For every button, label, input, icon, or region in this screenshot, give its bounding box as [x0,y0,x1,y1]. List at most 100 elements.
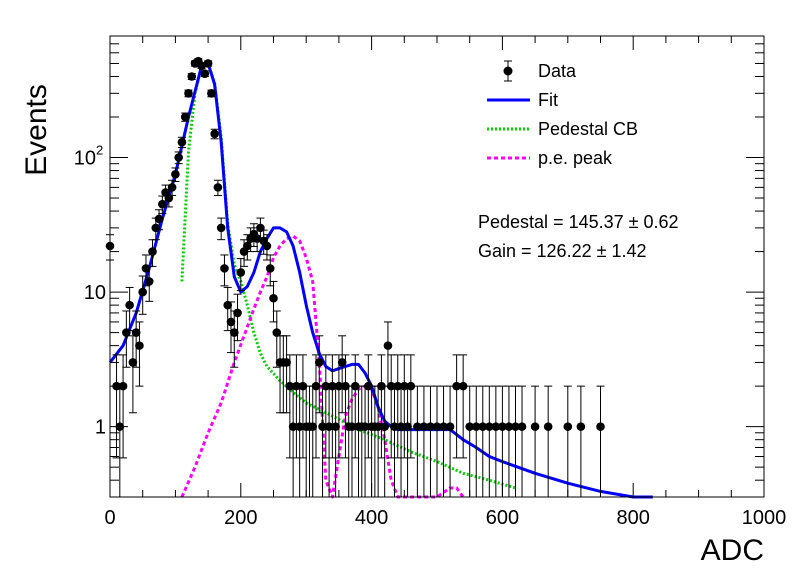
data-marker [174,153,183,162]
data-point [154,209,164,231]
data-point [220,254,229,287]
data-marker [314,358,324,367]
data-point [213,179,223,196]
y-tick-label: 10 [74,148,96,170]
data-point [118,354,128,459]
data-marker [498,422,507,431]
data-marker [154,214,164,224]
legend-item-p-e-peak: p.e. peak [487,148,613,168]
data-marker [324,422,334,431]
data-marker [220,264,229,273]
data-point [177,136,187,149]
data-point [337,335,347,414]
data-point [406,354,416,459]
data-point [439,385,448,497]
data-marker [334,381,344,391]
legend-item-data: Data [503,60,577,82]
data-marker [118,381,128,391]
data-marker [236,268,246,277]
data-marker [269,293,278,303]
data-marker [233,308,242,318]
data-point [458,354,468,459]
data-point [226,301,236,354]
data-point [498,385,507,497]
data-marker [243,241,252,251]
legend-label: Fit [538,90,558,110]
data-marker [452,381,461,391]
data-marker [138,287,147,297]
data-marker [311,381,321,391]
data-marker [439,422,448,431]
data-point [530,385,540,497]
data-point [171,167,180,183]
data-point [203,59,213,68]
data-point [184,89,193,98]
data-point [131,310,141,368]
data-marker [396,422,406,431]
data-marker [210,129,219,139]
data-marker [406,381,416,391]
data-point [200,69,210,78]
data-point [138,275,147,315]
data-marker [125,300,134,310]
data-point [396,385,406,497]
y-tick-label: 10 [84,282,106,304]
axis-ticks [109,35,765,498]
data-marker [144,277,154,286]
data-point [269,280,278,323]
data-point [174,151,183,165]
data-marker [383,341,393,350]
data-marker [135,341,144,350]
data-marker [318,422,327,431]
data-marker [465,422,475,431]
data-point [308,385,318,497]
data-marker [223,300,233,310]
data-point [311,354,321,459]
data-marker [530,422,540,431]
data-marker [445,422,455,431]
data-point [314,335,324,414]
x-tick-label: 400 [355,507,388,529]
data-point [485,385,494,497]
x-tick-label: 0 [104,507,115,529]
data-point [265,254,275,287]
data-marker [262,241,272,251]
data-marker [197,61,206,71]
data-point [180,112,190,122]
data-marker [216,223,226,233]
y-tick-label: 1 [95,417,106,439]
data-marker [131,328,141,337]
data-marker [252,234,262,243]
data-marker [471,422,481,431]
data-marker [200,69,210,78]
data-point [128,335,138,414]
data-marker [331,422,340,431]
data-marker [380,422,389,431]
data-marker [491,422,501,431]
data-marker [347,422,357,431]
legend-marker [503,66,513,76]
data-marker [337,358,347,367]
data-marker [511,422,520,431]
data-point [167,179,177,196]
x-axis-title: ADC [701,534,764,567]
y-axis-title: Events [20,84,53,176]
data-marker [413,422,422,431]
data-point [318,385,327,497]
x-tick-label: 1000 [742,507,787,529]
data-marker [148,247,157,256]
data-marker [458,381,468,391]
legend-label: p.e. peak [538,148,613,168]
data-marker [432,422,442,431]
data-point [236,258,246,292]
data-marker [390,422,399,431]
data-marker [504,422,514,431]
data-point [216,217,226,241]
data-marker [485,422,494,431]
data-point [517,385,527,497]
data-marker [426,422,435,431]
data-marker [213,183,223,192]
data-marker [226,317,236,327]
data-point [272,310,282,368]
